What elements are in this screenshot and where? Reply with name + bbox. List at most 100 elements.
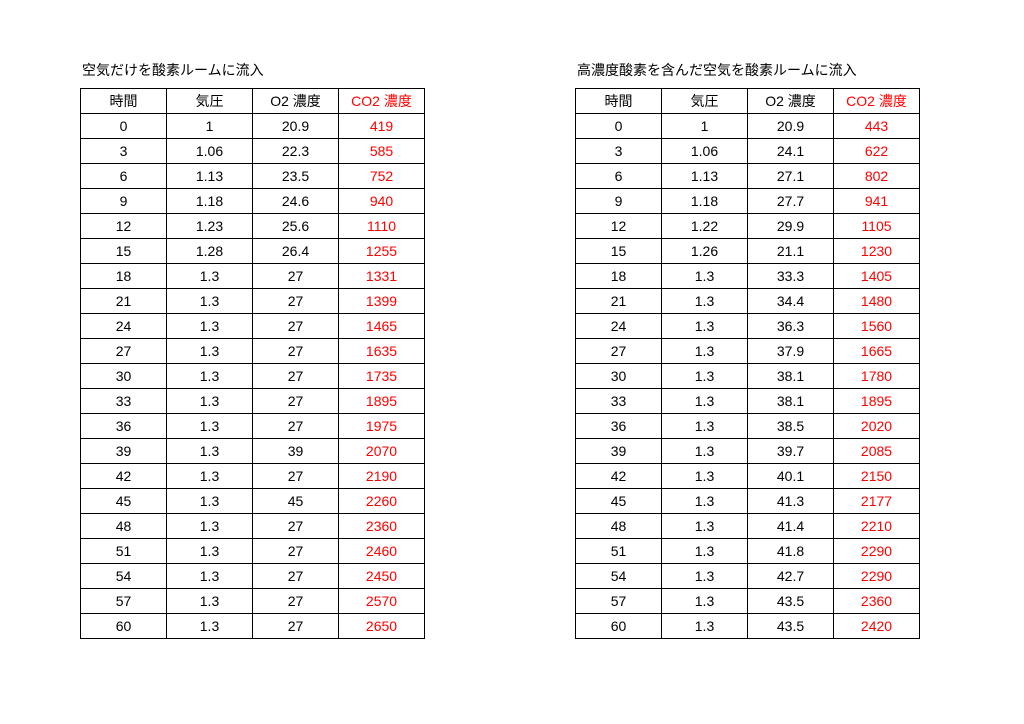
table-row: 31.0622.3585: [81, 139, 425, 164]
table-row: 601.3272650: [81, 614, 425, 639]
cell-o2: 27: [253, 264, 339, 289]
cell-time: 21: [576, 289, 662, 314]
cell-time: 24: [576, 314, 662, 339]
cell-time: 60: [576, 614, 662, 639]
cell-co2: 941: [834, 189, 920, 214]
cell-time: 48: [576, 514, 662, 539]
cell-o2: 42.7: [748, 564, 834, 589]
cell-pressure: 1.3: [167, 389, 253, 414]
cell-pressure: 1.3: [167, 314, 253, 339]
cell-o2: 27: [253, 589, 339, 614]
cell-co2: 1465: [339, 314, 425, 339]
table-row: 391.3392070: [81, 439, 425, 464]
table-row: 0120.9443: [576, 114, 920, 139]
cell-co2: 1399: [339, 289, 425, 314]
cell-time: 27: [576, 339, 662, 364]
cell-pressure: 1.3: [662, 464, 748, 489]
cell-time: 42: [576, 464, 662, 489]
cell-time: 45: [81, 489, 167, 514]
cell-co2: 2570: [339, 589, 425, 614]
cell-time: 6: [576, 164, 662, 189]
table-row: 331.338.11895: [576, 389, 920, 414]
cell-o2: 24.1: [748, 139, 834, 164]
table-row: 391.339.72085: [576, 439, 920, 464]
cell-pressure: 1.3: [167, 464, 253, 489]
table-row: 541.342.72290: [576, 564, 920, 589]
table-row: 61.1327.1802: [576, 164, 920, 189]
cell-time: 48: [81, 514, 167, 539]
table-row: 91.1824.6940: [81, 189, 425, 214]
right-table: 時間 気圧 O2 濃度 CO2 濃度 0120.944331.0624.1622…: [575, 88, 920, 639]
table-row: 0120.9419: [81, 114, 425, 139]
cell-co2: 1405: [834, 264, 920, 289]
cell-pressure: 1.3: [662, 289, 748, 314]
cell-o2: 38.5: [748, 414, 834, 439]
cell-pressure: 1.3: [662, 389, 748, 414]
cell-pressure: 1.3: [662, 314, 748, 339]
cell-co2: 2260: [339, 489, 425, 514]
cell-pressure: 1.3: [662, 364, 748, 389]
col-header-time: 時間: [576, 89, 662, 114]
cell-time: 9: [81, 189, 167, 214]
cell-o2: 27: [253, 339, 339, 364]
cell-co2: 2650: [339, 614, 425, 639]
cell-time: 18: [576, 264, 662, 289]
table-row: 181.333.31405: [576, 264, 920, 289]
col-header-time: 時間: [81, 89, 167, 114]
cell-time: 42: [81, 464, 167, 489]
cell-pressure: 1.3: [167, 564, 253, 589]
cell-pressure: 1.3: [662, 439, 748, 464]
left-table-body: 0120.941931.0622.358561.1323.575291.1824…: [81, 114, 425, 639]
cell-o2: 27: [253, 564, 339, 589]
cell-pressure: 1.13: [167, 164, 253, 189]
cell-o2: 27: [253, 514, 339, 539]
cell-time: 57: [81, 589, 167, 614]
cell-time: 3: [81, 139, 167, 164]
table-row: 91.1827.7941: [576, 189, 920, 214]
cell-pressure: 1.3: [662, 539, 748, 564]
table-row: 271.3271635: [81, 339, 425, 364]
cell-co2: 2190: [339, 464, 425, 489]
cell-o2: 27: [253, 614, 339, 639]
table-row: 481.3272360: [81, 514, 425, 539]
col-header-o2: O2 濃度: [253, 89, 339, 114]
table-row: 241.336.31560: [576, 314, 920, 339]
table-row: 601.343.52420: [576, 614, 920, 639]
left-panel: 空気だけを酸素ルームに流入 時間 気圧 O2 濃度 CO2 濃度 0120.94…: [80, 60, 425, 639]
left-title: 空気だけを酸素ルームに流入: [82, 60, 425, 80]
table-row: 421.3272190: [81, 464, 425, 489]
table-row: 151.2826.41255: [81, 239, 425, 264]
cell-co2: 1895: [834, 389, 920, 414]
col-header-pressure: 気圧: [167, 89, 253, 114]
cell-o2: 29.9: [748, 214, 834, 239]
cell-co2: 1635: [339, 339, 425, 364]
cell-time: 9: [576, 189, 662, 214]
cell-time: 33: [576, 389, 662, 414]
cell-pressure: 1.3: [167, 614, 253, 639]
table-row: 451.3452260: [81, 489, 425, 514]
cell-time: 45: [576, 489, 662, 514]
cell-o2: 38.1: [748, 364, 834, 389]
cell-pressure: 1.06: [167, 139, 253, 164]
cell-o2: 27: [253, 314, 339, 339]
cell-pressure: 1.3: [167, 364, 253, 389]
cell-co2: 2085: [834, 439, 920, 464]
table-row: 31.0624.1622: [576, 139, 920, 164]
cell-co2: 1735: [339, 364, 425, 389]
table-row: 481.341.42210: [576, 514, 920, 539]
table-row: 511.3272460: [81, 539, 425, 564]
table-row: 421.340.12150: [576, 464, 920, 489]
cell-o2: 20.9: [253, 114, 339, 139]
cell-o2: 41.4: [748, 514, 834, 539]
cell-time: 39: [576, 439, 662, 464]
table-row: 301.3271735: [81, 364, 425, 389]
cell-time: 27: [81, 339, 167, 364]
cell-o2: 33.3: [748, 264, 834, 289]
cell-pressure: 1.28: [167, 239, 253, 264]
cell-pressure: 1.18: [662, 189, 748, 214]
cell-pressure: 1: [662, 114, 748, 139]
cell-time: 51: [576, 539, 662, 564]
col-header-co2: CO2 濃度: [834, 89, 920, 114]
right-title: 高濃度酸素を含んだ空気を酸素ルームに流入: [577, 60, 920, 80]
table-row: 211.334.41480: [576, 289, 920, 314]
